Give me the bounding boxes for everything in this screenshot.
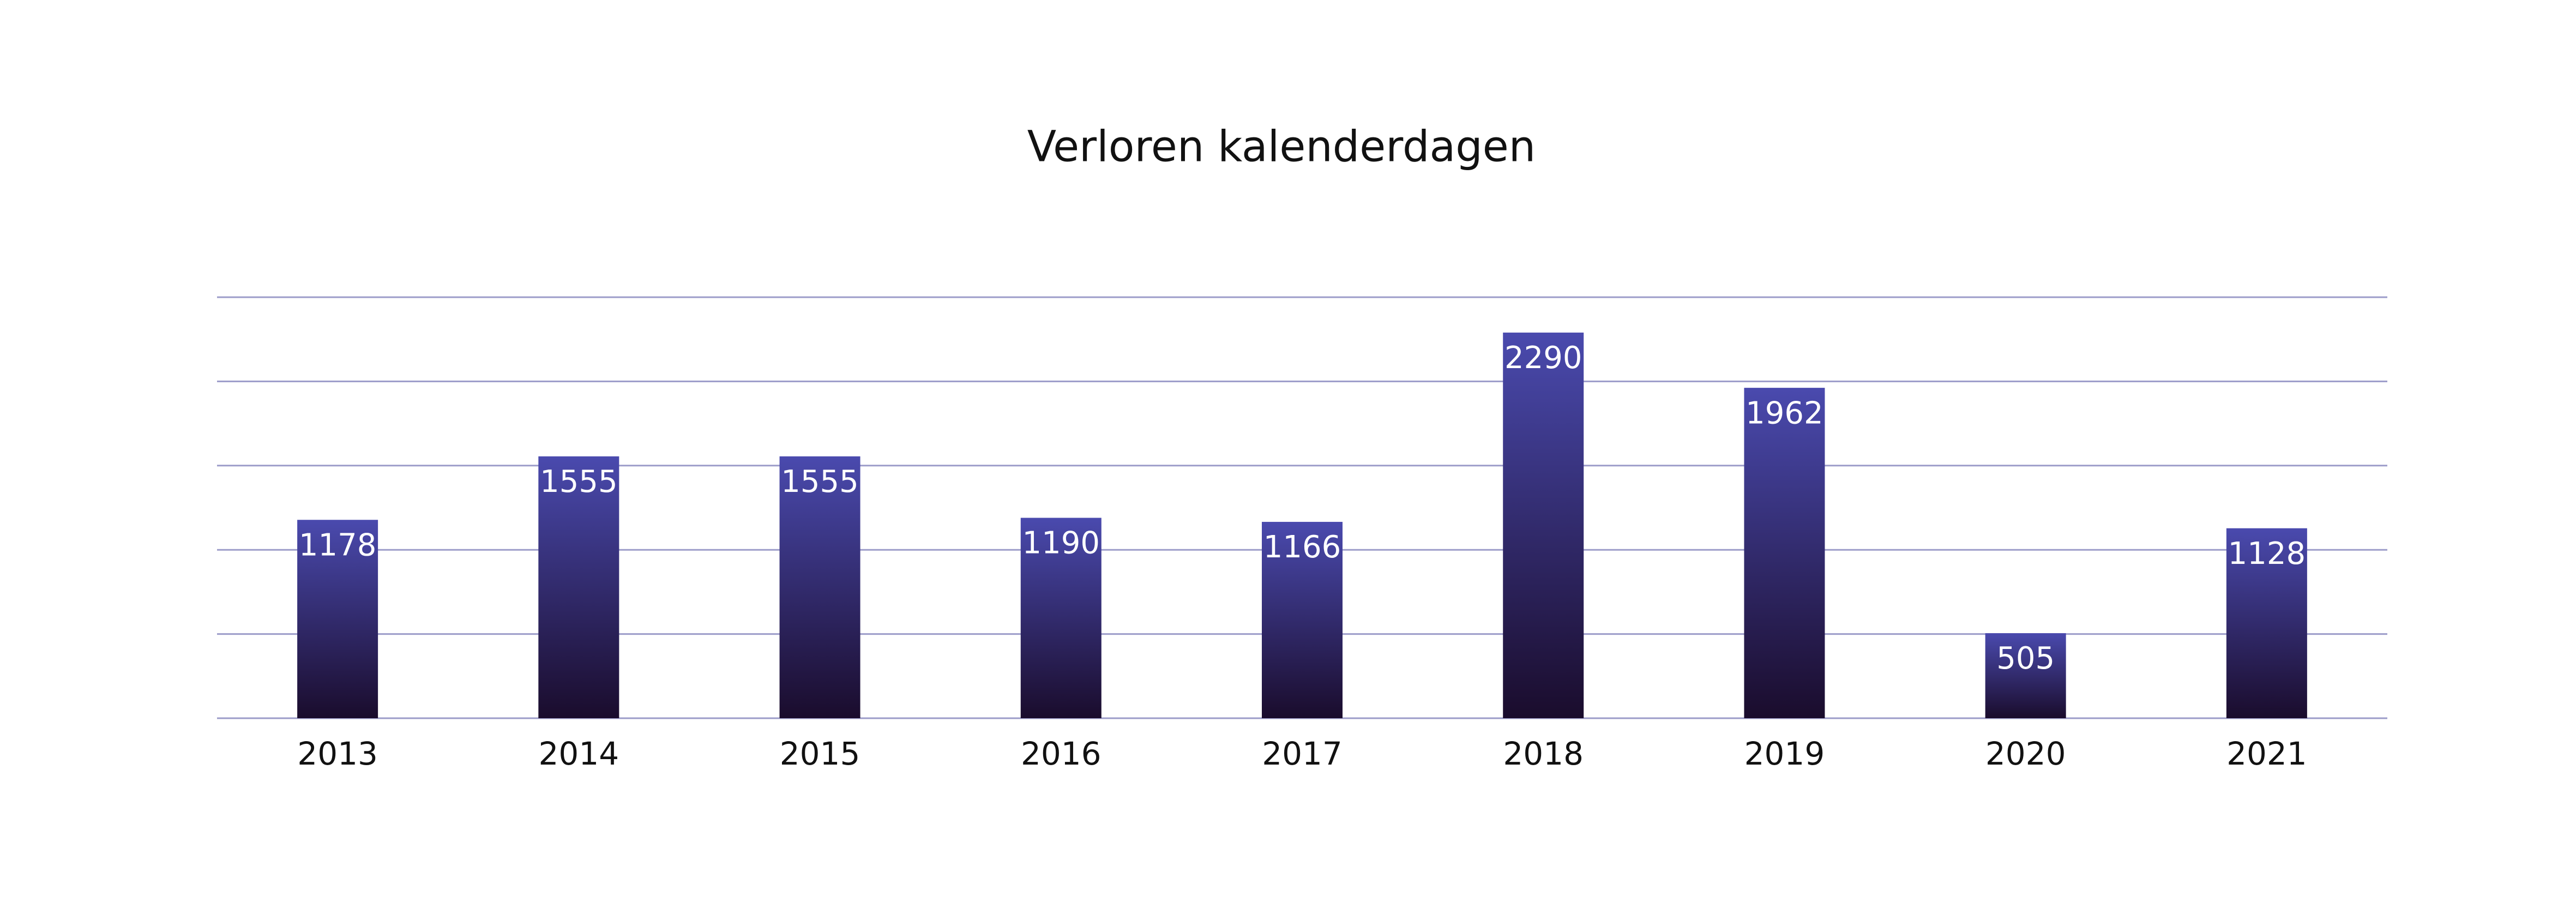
x-tick-label: 2020 bbox=[1985, 735, 2066, 772]
x-tick-label: 2019 bbox=[1744, 735, 1825, 772]
bar bbox=[779, 456, 860, 718]
x-tick-label: 2014 bbox=[539, 735, 619, 772]
data-label: 1166 bbox=[1263, 530, 1341, 565]
bar bbox=[2226, 528, 2307, 718]
x-tick-label: 2021 bbox=[2226, 735, 2307, 772]
data-label: 1962 bbox=[1746, 395, 1823, 431]
data-label: 1555 bbox=[540, 464, 618, 500]
x-tick-label: 2018 bbox=[1503, 735, 1584, 772]
x-tick-label: 2017 bbox=[1262, 735, 1343, 772]
bar bbox=[1503, 332, 1584, 718]
data-label: 1190 bbox=[1022, 526, 1100, 561]
x-tick-label: 2016 bbox=[1021, 735, 1102, 772]
bar bbox=[1262, 521, 1343, 718]
chart-title: Verloren kalenderdagen bbox=[1027, 122, 1536, 171]
bar bbox=[297, 520, 378, 718]
x-tick-label: 2015 bbox=[780, 735, 860, 772]
data-label: 1555 bbox=[781, 464, 859, 500]
bar bbox=[538, 456, 619, 718]
data-label: 505 bbox=[1996, 641, 2055, 676]
bar bbox=[1744, 388, 1825, 718]
x-tick-label: 2013 bbox=[297, 735, 378, 772]
bar bbox=[1985, 633, 2066, 718]
bar bbox=[1020, 518, 1102, 718]
data-label: 2290 bbox=[1504, 340, 1582, 376]
data-label: 1128 bbox=[2228, 536, 2306, 572]
data-label: 1178 bbox=[299, 527, 377, 563]
